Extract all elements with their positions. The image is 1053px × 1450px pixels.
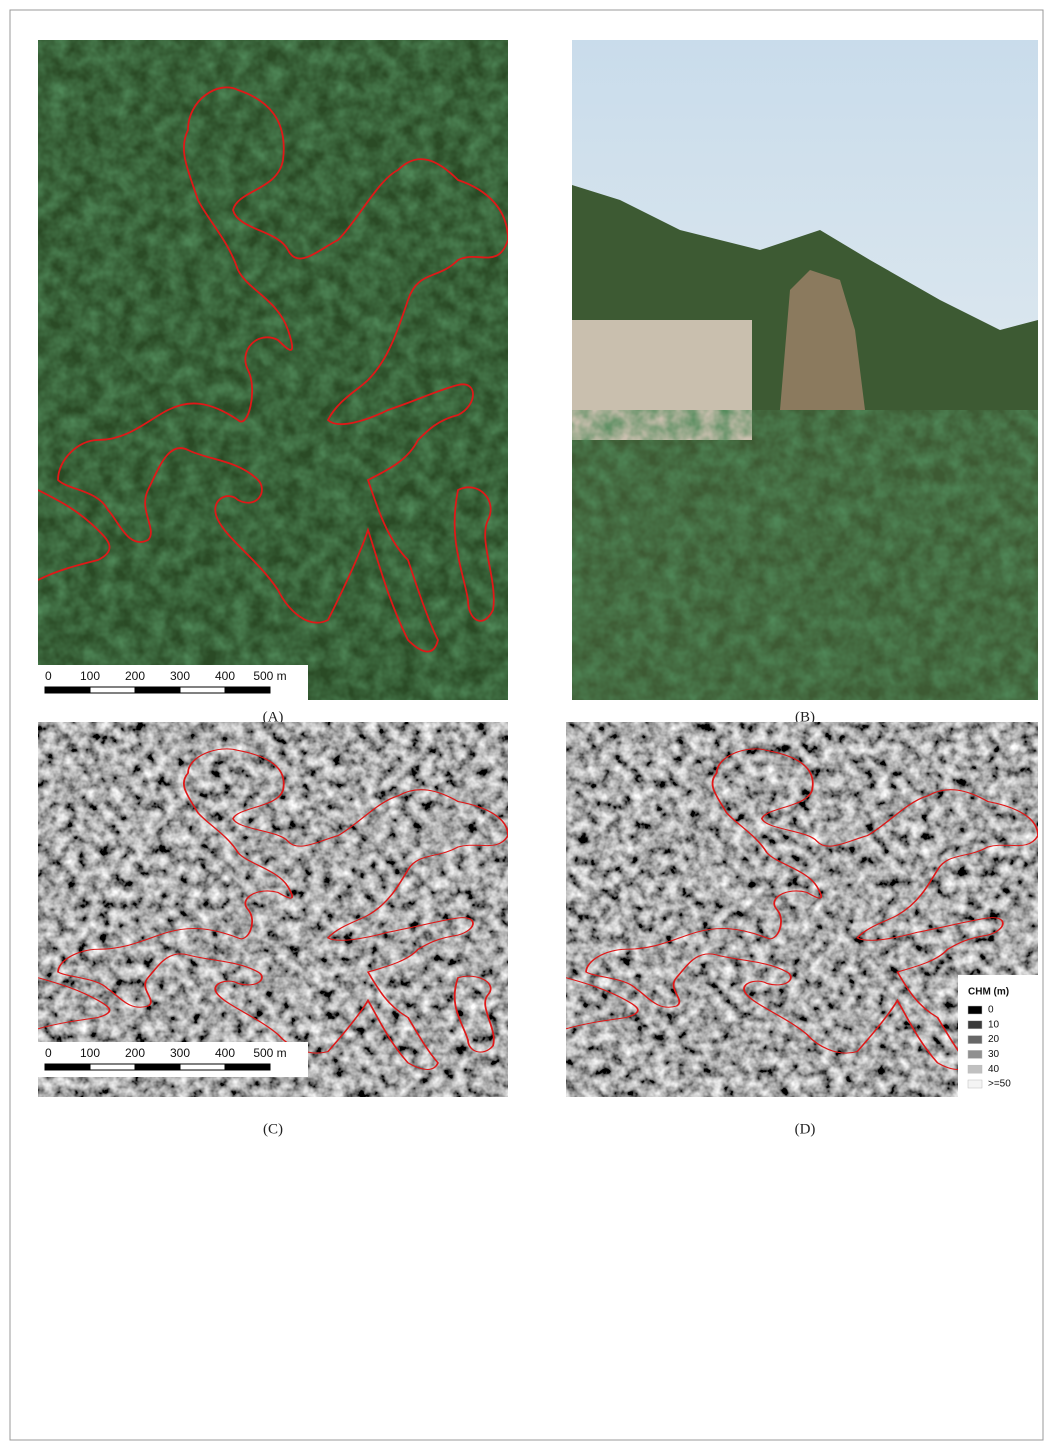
scale-bar-label: 0 [45, 669, 52, 683]
chm-image [38, 722, 508, 1097]
scale-bar-label: 100 [80, 669, 100, 683]
scale-bar-segment [135, 687, 180, 693]
legend: CHM (m) 0 10 20 30 40 >=50 [958, 975, 1038, 1097]
panel-d: CHM (m) 0 10 20 30 40 >=50 (D) [566, 722, 1038, 1137]
legend-label: >=50 [988, 1079, 1011, 1090]
legend-swatch [968, 1065, 982, 1073]
scale-bar-label: 100 [80, 1046, 100, 1060]
legend-label: 40 [988, 1064, 1000, 1075]
scale-bar-label: 300 [170, 669, 190, 683]
scale-bar-segment [45, 687, 90, 693]
satellite-texture [38, 40, 508, 700]
scale-bar-label: 500 m [253, 1046, 286, 1060]
scale-bar-segment [135, 1064, 180, 1070]
legend-swatch [968, 1080, 982, 1088]
panel-label: (C) [263, 1121, 283, 1137]
scale-bar-segment [180, 687, 225, 693]
scale-bar-segment [45, 1064, 90, 1070]
legend-label: 10 [988, 1019, 1000, 1030]
scale-bar-label: 200 [125, 669, 145, 683]
scale-bar: 0 100 200 300 400 500 m [38, 665, 308, 700]
legend-label: 0 [988, 1005, 994, 1016]
scale-bar-segment [225, 1064, 270, 1070]
scale-bar-segment [90, 1064, 135, 1070]
scale-bar-segment [180, 1064, 225, 1070]
scale-bar-label: 500 m [253, 669, 286, 683]
panel-label: (D) [795, 1121, 816, 1137]
photo-trees [572, 410, 1038, 700]
scale-bar-label: 200 [125, 1046, 145, 1060]
scale-bar-segment [225, 687, 270, 693]
panel-c: 0 100 200 300 400 500 m (C) [38, 722, 508, 1137]
legend-label: 20 [988, 1034, 1000, 1045]
legend-swatch [968, 1006, 982, 1014]
scale-bar-label: 400 [215, 1046, 235, 1060]
legend-title: CHM (m) [968, 987, 1009, 998]
scale-bar-label: 0 [45, 1046, 52, 1060]
legend-swatch [968, 1021, 982, 1029]
figure: 0100200300400500 m (A) (B) 0100200300400… [0, 0, 1053, 1450]
panel-b: (B) [572, 40, 1038, 725]
legend-label: 30 [988, 1049, 1000, 1060]
legend-swatch [968, 1050, 982, 1058]
scale-bar: 0 100 200 300 400 500 m [38, 1042, 308, 1077]
scale-bar-label: 400 [215, 669, 235, 683]
scale-bar-label: 300 [170, 1046, 190, 1060]
scale-bar-segment [90, 687, 135, 693]
legend-swatch [968, 1036, 982, 1044]
